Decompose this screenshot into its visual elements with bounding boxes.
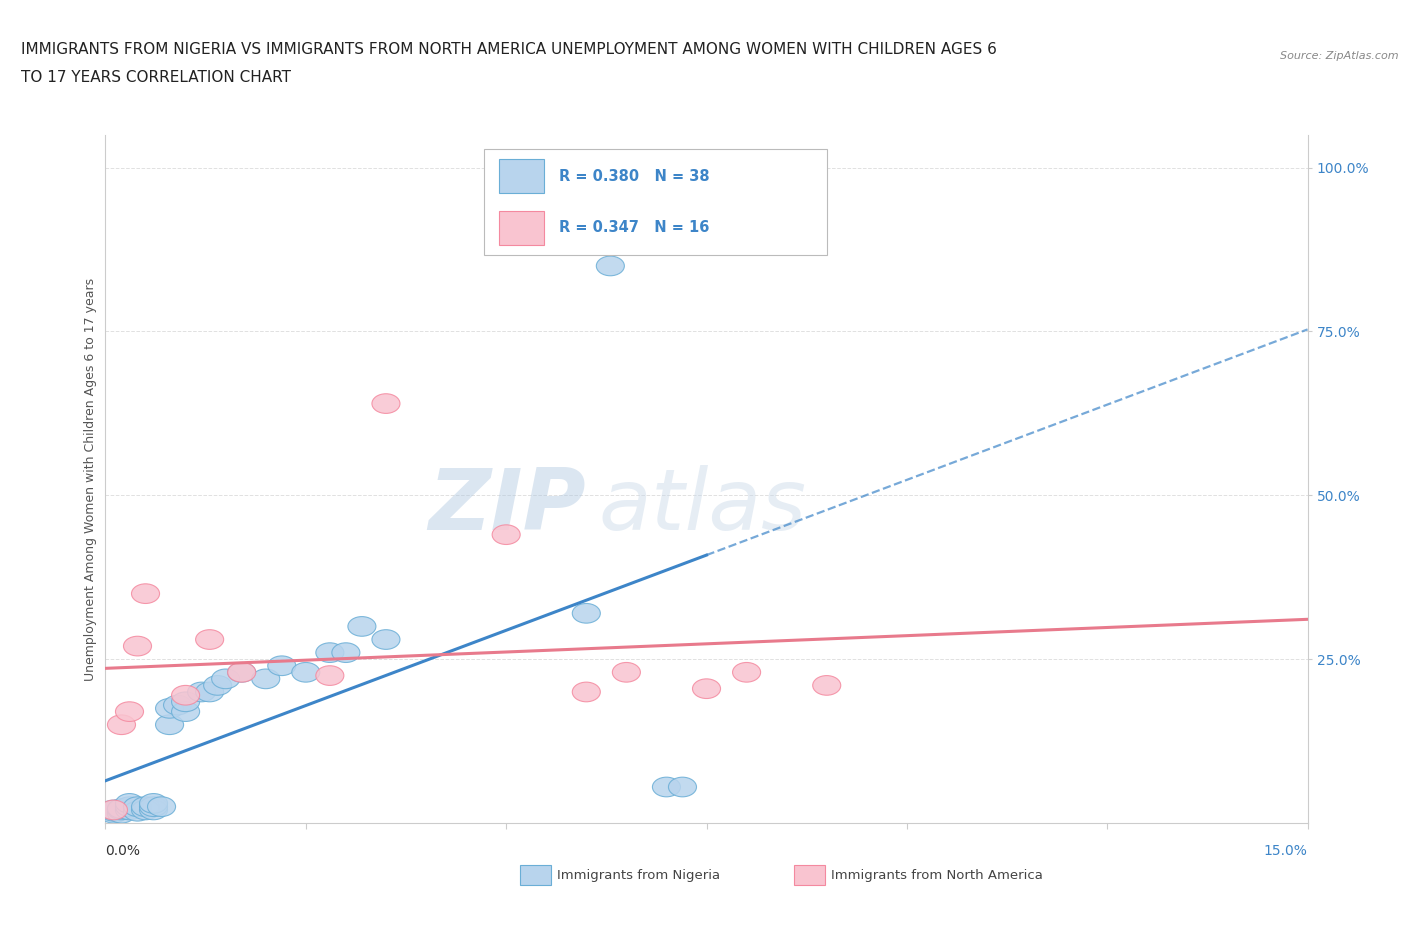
Ellipse shape — [124, 802, 152, 821]
Ellipse shape — [115, 797, 143, 817]
Text: 15.0%: 15.0% — [1264, 844, 1308, 858]
FancyBboxPatch shape — [484, 149, 827, 256]
Ellipse shape — [132, 584, 159, 604]
Text: Immigrants from North America: Immigrants from North America — [831, 869, 1043, 882]
Ellipse shape — [492, 525, 520, 544]
Y-axis label: Unemployment Among Women with Children Ages 6 to 17 years: Unemployment Among Women with Children A… — [84, 277, 97, 681]
Ellipse shape — [292, 662, 319, 682]
Ellipse shape — [373, 393, 399, 414]
Text: R = 0.380   N = 38: R = 0.380 N = 38 — [558, 168, 709, 183]
Ellipse shape — [139, 797, 167, 817]
Ellipse shape — [228, 662, 256, 682]
Ellipse shape — [347, 617, 375, 636]
Ellipse shape — [212, 669, 239, 689]
Ellipse shape — [373, 630, 399, 649]
Text: atlas: atlas — [599, 465, 806, 548]
Ellipse shape — [100, 804, 128, 823]
Ellipse shape — [107, 799, 135, 818]
Ellipse shape — [100, 802, 128, 821]
Text: TO 17 YEARS CORRELATION CHART: TO 17 YEARS CORRELATION CHART — [21, 70, 291, 85]
Ellipse shape — [115, 702, 143, 722]
Ellipse shape — [172, 685, 200, 705]
Ellipse shape — [316, 666, 344, 685]
Ellipse shape — [572, 682, 600, 702]
Ellipse shape — [204, 675, 232, 696]
Ellipse shape — [187, 682, 215, 702]
Ellipse shape — [100, 800, 128, 819]
Ellipse shape — [693, 679, 720, 698]
Ellipse shape — [652, 777, 681, 797]
Text: ZIP: ZIP — [429, 465, 586, 548]
Ellipse shape — [107, 804, 135, 823]
Ellipse shape — [596, 256, 624, 276]
Text: R = 0.347   N = 16: R = 0.347 N = 16 — [558, 220, 709, 235]
Ellipse shape — [195, 682, 224, 702]
Ellipse shape — [332, 643, 360, 662]
Ellipse shape — [132, 800, 159, 819]
Ellipse shape — [733, 662, 761, 682]
Ellipse shape — [107, 800, 135, 819]
Ellipse shape — [115, 800, 143, 819]
Ellipse shape — [124, 636, 152, 656]
Ellipse shape — [252, 669, 280, 689]
Ellipse shape — [107, 715, 135, 735]
Ellipse shape — [813, 675, 841, 696]
Ellipse shape — [139, 793, 167, 813]
Text: 0.0%: 0.0% — [105, 844, 141, 858]
Ellipse shape — [115, 793, 143, 813]
Ellipse shape — [132, 797, 159, 817]
Ellipse shape — [228, 662, 256, 682]
FancyBboxPatch shape — [499, 210, 544, 245]
Ellipse shape — [139, 800, 167, 819]
Ellipse shape — [668, 777, 696, 797]
Text: IMMIGRANTS FROM NIGERIA VS IMMIGRANTS FROM NORTH AMERICA UNEMPLOYMENT AMONG WOME: IMMIGRANTS FROM NIGERIA VS IMMIGRANTS FR… — [21, 42, 997, 57]
Ellipse shape — [572, 604, 600, 623]
Ellipse shape — [195, 630, 224, 649]
Ellipse shape — [163, 696, 191, 715]
Ellipse shape — [156, 698, 184, 718]
FancyBboxPatch shape — [499, 159, 544, 193]
Ellipse shape — [172, 702, 200, 722]
Ellipse shape — [100, 800, 128, 819]
Ellipse shape — [124, 797, 152, 817]
Text: Source: ZipAtlas.com: Source: ZipAtlas.com — [1281, 51, 1399, 61]
Ellipse shape — [172, 692, 200, 711]
Ellipse shape — [316, 643, 344, 662]
Text: Immigrants from Nigeria: Immigrants from Nigeria — [557, 869, 720, 882]
Ellipse shape — [148, 797, 176, 817]
Ellipse shape — [613, 662, 640, 682]
Ellipse shape — [156, 715, 184, 735]
Ellipse shape — [267, 656, 295, 675]
